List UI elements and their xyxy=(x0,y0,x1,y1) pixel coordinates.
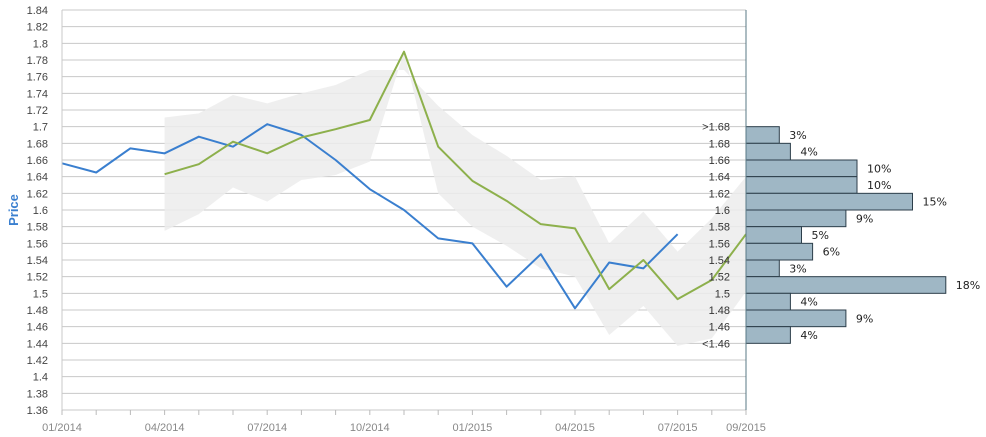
hist-pct-label: 15% xyxy=(923,196,947,209)
hist-bin-label: >1.68 xyxy=(702,122,730,134)
hist-pct-label: 5% xyxy=(812,229,829,242)
y-tick-label: 1.7 xyxy=(33,122,48,134)
hist-bin-label: 1.64 xyxy=(709,172,730,184)
hist-bar xyxy=(745,192,913,211)
hist-bin-label: 1.48 xyxy=(709,305,730,317)
hist-bin-label: 1.54 xyxy=(709,255,730,267)
y-tick-label: 1.54 xyxy=(27,255,48,267)
y-tick-label: 1.82 xyxy=(27,22,48,34)
hist-bar xyxy=(745,226,802,244)
hist-pct-label: 18% xyxy=(956,279,980,292)
hist-bin-label: 1.58 xyxy=(709,222,730,234)
hist-pct-label: 3% xyxy=(789,262,806,275)
y-axis-label: Price xyxy=(6,194,21,226)
x-tick-label: 01/2014 xyxy=(42,422,82,434)
x-tick-label: 10/2014 xyxy=(350,422,390,434)
y-tick-label: 1.72 xyxy=(27,105,48,117)
confidence-band xyxy=(164,51,747,346)
y-tick-label: 1.46 xyxy=(27,322,48,334)
hist-bin-label: 1.5 xyxy=(715,288,730,300)
y-tick-label: 1.52 xyxy=(27,272,48,284)
hist-pct-label: 4% xyxy=(800,329,817,342)
hist-bin-label: 1.68 xyxy=(709,138,730,150)
y-tick-label: 1.38 xyxy=(27,388,48,400)
axes: 1.36 1.38 1.4 1.42 1.44 1.46 1.48 1.5 1.52 1.54 1.… xyxy=(27,5,766,434)
y-tick-label: 1.78 xyxy=(27,55,48,67)
hist-bin-label: 1.52 xyxy=(709,272,730,284)
x-tick-label: 09/2015 xyxy=(726,422,766,434)
y-tick-label: 1.8 xyxy=(33,38,48,50)
series-line-2 xyxy=(164,50,747,301)
hist-bar xyxy=(745,259,780,278)
hist-pct-label: 4% xyxy=(800,146,817,159)
y-tick-label: 1.6 xyxy=(33,205,48,217)
hist-bin-label: 1.66 xyxy=(709,155,730,167)
x-tick-label: 07/2014 xyxy=(247,422,287,434)
y-tick-label: 1.44 xyxy=(27,338,48,350)
y-tick-label: 1.4 xyxy=(33,372,48,384)
y-tick-label: 1.58 xyxy=(27,222,48,234)
hist-bar xyxy=(745,276,947,294)
hist-bin-label: 1.46 xyxy=(709,322,730,334)
hist-bar xyxy=(745,209,847,228)
series-lines xyxy=(61,50,747,310)
hist-bar xyxy=(745,292,791,311)
y-tick-label: 1.48 xyxy=(27,305,48,317)
y-tick-label: 1.74 xyxy=(27,88,48,100)
x-tick-label: 04/2014 xyxy=(145,422,185,434)
hist-bar xyxy=(745,242,814,261)
y-tick-label: 1.66 xyxy=(27,155,48,167)
y-tick-label: 1.5 xyxy=(33,288,48,300)
y-tick-label: 1.84 xyxy=(27,5,48,17)
hist-bar xyxy=(745,176,858,194)
band-area xyxy=(164,51,747,346)
y-tick-label: 1.56 xyxy=(27,238,48,250)
hist-pct-label: 10% xyxy=(867,162,891,175)
hist-pct-label: 10% xyxy=(867,179,891,192)
y-tick-label: 1.68 xyxy=(27,138,48,150)
y-tick-label: 1.64 xyxy=(27,172,48,184)
hist-pct-label: 3% xyxy=(789,129,806,142)
hist-pct-label: 9% xyxy=(856,212,873,225)
hist-bin-label: 1.62 xyxy=(709,188,730,200)
hist-bar xyxy=(745,326,791,344)
hist-bin-label: 1.6 xyxy=(715,205,730,217)
y-tick-label: 1.42 xyxy=(27,355,48,367)
hist-bin-label: 1.56 xyxy=(709,238,730,250)
x-tick-label: 07/2015 xyxy=(658,422,698,434)
hist-bar xyxy=(745,126,780,144)
histogram: 3% >1.68 4% 1.68 10% 1.66 10% 1.64 15% 1.62 9% 1.6 5… xyxy=(702,122,980,351)
hist-bar xyxy=(745,309,847,328)
hist-bar xyxy=(745,142,791,161)
hist-pct-label: 4% xyxy=(800,296,817,309)
x-tick-label: 01/2015 xyxy=(453,422,493,434)
hist-bin-label: <1.46 xyxy=(702,338,730,350)
y-tick-label: 1.76 xyxy=(27,72,48,84)
hist-pct-label: 9% xyxy=(856,312,873,325)
hist-bar xyxy=(745,159,858,178)
hist-pct-label: 6% xyxy=(823,246,840,259)
y-tick-label: 1.36 xyxy=(27,405,48,417)
x-tick-label: 04/2015 xyxy=(555,422,595,434)
series-line-1 xyxy=(61,123,679,310)
y-tick-label: 1.62 xyxy=(27,188,48,200)
